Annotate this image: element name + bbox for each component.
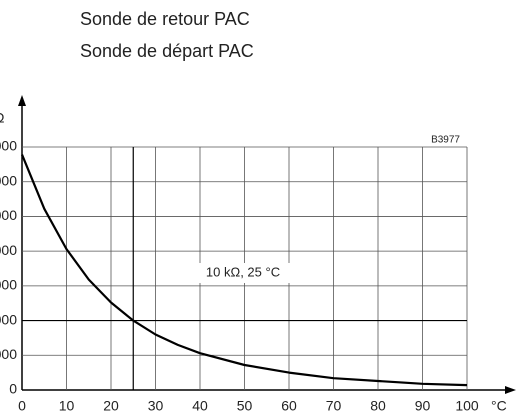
y-unit: Ω (0, 110, 4, 126)
annotation: 10 kΩ, 25 °C (206, 264, 280, 279)
y-tick-label: 20000 (0, 242, 17, 258)
x-arrow (505, 386, 516, 394)
x-unit: °C (491, 398, 507, 414)
annotation-box (186, 263, 300, 283)
y-tick-label: 35000 (0, 138, 17, 154)
code-label: B3977 (431, 135, 460, 146)
x-tick-label: 30 (148, 398, 164, 414)
y-tick-label: 10000 (0, 311, 17, 327)
y-tick-label: 0 (9, 381, 17, 397)
x-tick-label: 10 (59, 398, 75, 414)
heading-line: Sonde de départ PAC (80, 41, 254, 61)
y-arrow (18, 95, 26, 106)
x-tick-label: 90 (415, 398, 431, 414)
curve (20, 154, 468, 387)
y-tick-label: 5000 (0, 346, 17, 362)
y-tick-label: 30000 (0, 172, 17, 188)
x-tick-label: 60 (281, 398, 297, 414)
x-tick-label: 0 (18, 398, 26, 414)
x-tick-label: 80 (370, 398, 386, 414)
y-tick-label: 25000 (0, 207, 17, 223)
y-tick-label: 15000 (0, 277, 17, 293)
x-tick-label: 40 (192, 398, 208, 414)
x-tick-label: 100 (455, 398, 479, 414)
x-tick-label: 70 (326, 398, 342, 414)
x-tick-label: 50 (237, 398, 253, 414)
x-tick-label: 20 (103, 398, 119, 414)
heading-line: Sonde de retour PAC (80, 9, 250, 29)
